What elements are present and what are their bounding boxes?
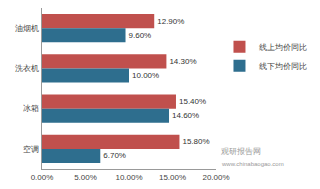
- svg-text:空调: 空调: [23, 145, 39, 154]
- svg-text:10.00%: 10.00%: [132, 71, 159, 80]
- svg-text:线上均价同比: 线上均价同比: [259, 43, 307, 52]
- svg-text:www.chinabaogao.com: www.chinabaogao.com: [221, 161, 284, 167]
- svg-text:15.00%: 15.00%: [159, 173, 186, 182]
- svg-text:15.40%: 15.40%: [179, 97, 206, 106]
- svg-text:12.90%: 12.90%: [157, 17, 184, 26]
- svg-text:5.00%: 5.00%: [74, 173, 97, 182]
- svg-text:6.70%: 6.70%: [103, 151, 126, 160]
- svg-text:冰箱: 冰箱: [23, 104, 39, 113]
- svg-text:9.60%: 9.60%: [129, 31, 152, 40]
- svg-text:14.60%: 14.60%: [172, 111, 199, 120]
- svg-text:线下均价同比: 线下均价同比: [259, 62, 307, 71]
- svg-text:15.80%: 15.80%: [182, 137, 209, 146]
- svg-text:0.00%: 0.00%: [31, 173, 54, 182]
- svg-text:14.30%: 14.30%: [169, 57, 196, 66]
- svg-text:洗衣机: 洗衣机: [15, 64, 39, 73]
- svg-text:20.00%: 20.00%: [202, 173, 229, 182]
- svg-text:10.00%: 10.00%: [115, 173, 142, 182]
- svg-text:观研报告网: 观研报告网: [221, 147, 261, 156]
- svg-text:油烟机: 油烟机: [15, 24, 39, 33]
